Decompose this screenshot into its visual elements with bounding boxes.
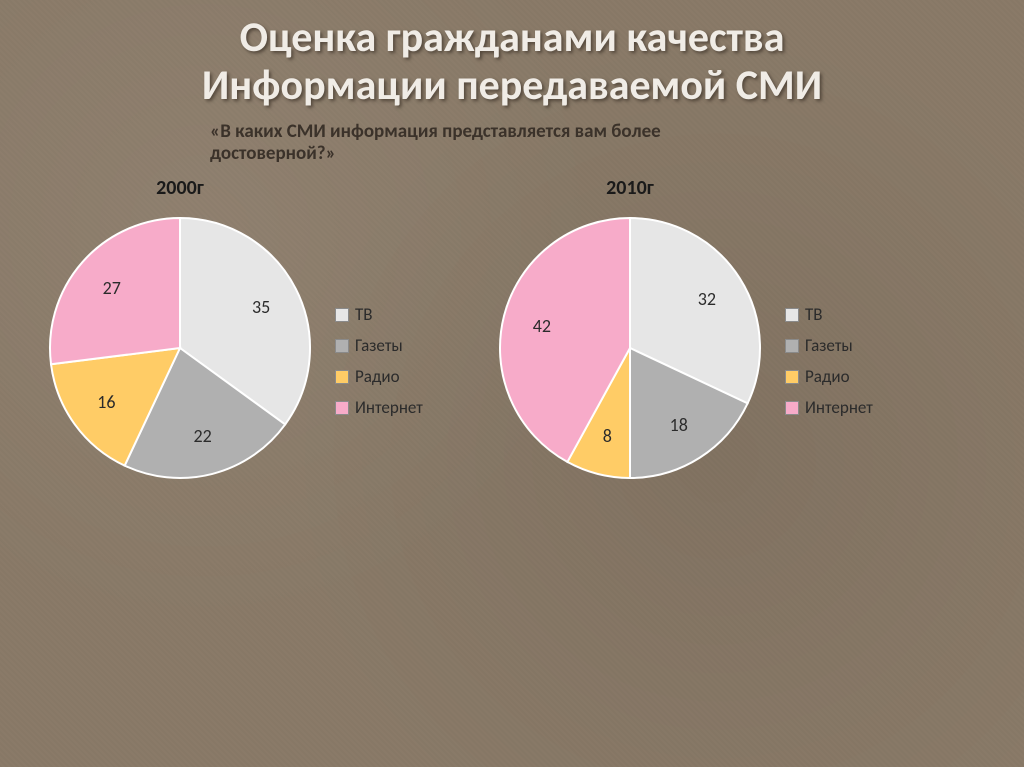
pie-data-label: 27 (103, 277, 121, 299)
pie-data-label: 8 (603, 425, 612, 447)
legend-label: Газеты (805, 335, 853, 356)
legend-item: Газеты (335, 335, 423, 356)
legend-label: Интернет (805, 397, 873, 418)
legend-label: Радио (355, 366, 400, 387)
legend-swatch (335, 370, 349, 384)
legend-swatch (335, 308, 349, 322)
legend-swatch (335, 339, 349, 353)
pie-data-label: 42 (533, 315, 551, 337)
legend-label: Радио (805, 366, 850, 387)
charts-row: 2000г 35 22 16 27 ТВ Газеты Радио Интернет 2010г 3… (0, 176, 1024, 488)
chart-block: 2000г35221627ТВГазетыРадиоИнтернет (40, 176, 320, 488)
legend-label: Газеты (355, 335, 403, 356)
legend-item: Газеты (785, 335, 873, 356)
legend-swatch (785, 339, 799, 353)
legend-item: Интернет (785, 397, 873, 418)
legend: ТВ Газеты Радио Интернет (785, 304, 873, 418)
legend-label: ТВ (805, 304, 823, 325)
legend-swatch (785, 401, 799, 415)
title-line-2: Информации передаваемой СМИ (202, 60, 822, 111)
title-line-1: Оценка гражданами качества (240, 12, 785, 63)
pie-svg (40, 208, 320, 488)
pie-data-label: 18 (670, 414, 688, 436)
pie-data-label: 22 (194, 425, 212, 447)
chart-title: 2010г (490, 176, 770, 200)
pie-data-label: 35 (252, 296, 270, 318)
legend-item: ТВ (785, 304, 873, 325)
legend-item: Интернет (335, 397, 423, 418)
legend: ТВ Газеты Радио Интернет (335, 304, 423, 418)
legend-label: Интернет (355, 397, 423, 418)
legend-label: ТВ (355, 304, 373, 325)
page-title: Оценка гражданами качества Информации пе… (30, 14, 994, 111)
legend-item: ТВ (335, 304, 423, 325)
pie-wrap: 32 18 8 42 (490, 208, 770, 488)
chart-block: 2010г3218842ТВГазетыРадиоИнтернет (490, 176, 770, 488)
pie-data-label: 16 (97, 391, 115, 413)
legend-swatch (335, 401, 349, 415)
legend-swatch (785, 370, 799, 384)
pie-wrap: 35 22 16 27 (40, 208, 320, 488)
pie-svg (490, 208, 770, 488)
pie-data-label: 32 (698, 288, 716, 310)
legend-swatch (785, 308, 799, 322)
chart-title: 2000г (40, 176, 320, 200)
legend-item: Радио (785, 366, 873, 387)
legend-item: Радио (335, 366, 423, 387)
subtitle: «В каких СМИ информация представляется в… (210, 121, 770, 167)
